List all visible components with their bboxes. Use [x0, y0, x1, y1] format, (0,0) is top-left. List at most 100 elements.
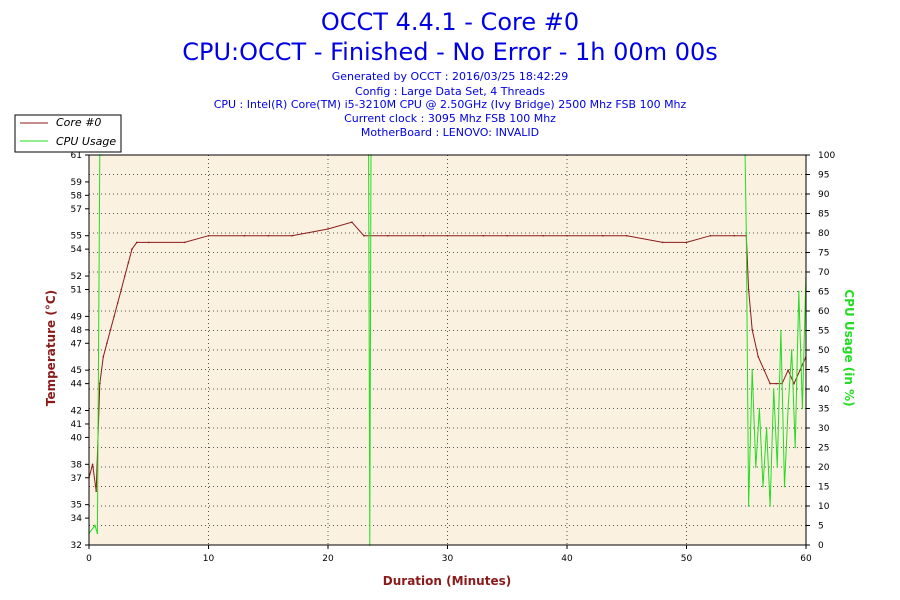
y-left-tick-label: 41 — [71, 420, 82, 430]
point-core0 — [793, 382, 795, 385]
point-cpu-usage — [96, 532, 99, 535]
grid — [89, 155, 806, 545]
x-tick-label: 10 — [203, 554, 215, 564]
y-right-tick-label: 25 — [818, 444, 829, 454]
point-cpu-usage — [745, 232, 748, 234]
y-right-tick-label: 40 — [818, 385, 830, 395]
y-axis-left-title: Temperature (°C) — [44, 290, 58, 406]
y-right-tick-label: 5 — [818, 522, 824, 532]
y-left-tick-label: 32 — [71, 541, 82, 551]
y-left-tick-label: 54 — [71, 245, 83, 255]
y-left-tick-label: 47 — [71, 339, 82, 349]
point-core0 — [363, 234, 365, 237]
info-cpu: CPU : Intel(R) Core(TM) i5-3210M CPU @ 2… — [214, 98, 687, 111]
point-core0 — [109, 329, 112, 331]
point-core0 — [99, 382, 101, 385]
point-cpu-usage — [801, 407, 804, 410]
point-core0 — [351, 221, 353, 223]
point-core0 — [243, 234, 246, 237]
point-cpu-usage — [758, 407, 761, 410]
y-right-tick-label: 70 — [818, 268, 830, 278]
x-tick-label: 20 — [322, 554, 334, 564]
point-core0 — [91, 463, 94, 466]
point-cpu-usage — [780, 329, 782, 332]
info-generated: Generated by OCCT : 2016/03/25 18:42:29 — [332, 70, 569, 83]
y-right-tick-label: 45 — [818, 366, 829, 376]
y-left-tick-label: 57 — [71, 205, 82, 215]
point-cpu-usage — [772, 388, 775, 390]
point-core0 — [685, 241, 688, 244]
x-axis-title: Duration (Minutes) — [383, 574, 511, 588]
point-core0 — [387, 234, 389, 237]
y-right-tick-label: 65 — [818, 288, 829, 298]
y-right-tick-label: 30 — [818, 424, 830, 434]
point-cpu-usage — [790, 349, 793, 351]
y-right-tick-label: 85 — [818, 210, 829, 220]
point-core0 — [207, 234, 210, 237]
point-core0 — [602, 234, 604, 237]
y-right-tick-label: 60 — [818, 307, 830, 317]
info-config: Config : Large Data Set, 4 Threads — [355, 85, 545, 98]
legend: Core #0 CPU Usage — [14, 114, 122, 153]
x-tick-label: 0 — [86, 554, 92, 564]
y-left-tick-label: 52 — [71, 272, 82, 282]
point-cpu-usage — [798, 290, 800, 293]
point-core0 — [733, 234, 736, 237]
y-right-tick-label: 55 — [818, 327, 829, 337]
point-core0 — [120, 288, 123, 291]
series-line-core0 — [89, 221, 806, 492]
point-core0 — [124, 275, 126, 277]
point-core0 — [542, 234, 544, 237]
y-left-tick-label: 42 — [71, 407, 82, 417]
point-core0 — [131, 248, 133, 250]
legend-box — [14, 114, 122, 153]
point-core0 — [626, 234, 628, 237]
plot-area — [89, 155, 806, 545]
y-left-tick-label: 35 — [71, 501, 82, 511]
point-core0 — [661, 241, 664, 244]
y-left-tick-label: 37 — [71, 474, 82, 484]
y-right-tick-label: 0 — [818, 541, 824, 551]
y-left-tick-label: 44 — [71, 380, 83, 390]
y-right-tick-label: 10 — [818, 502, 830, 512]
point-cpu-usage — [94, 524, 96, 527]
y-axis-right-title: CPU Usage (in %) — [842, 289, 856, 406]
point-cpu-usage — [783, 485, 786, 488]
x-tick-label: 60 — [800, 554, 812, 564]
point-core0 — [446, 234, 449, 237]
axes: 0 10 20 30 40 50 60323435373840414244454748495… — [71, 151, 836, 564]
info-clock: Current clock : 3095 Mhz FSB 100 Mhz — [344, 112, 556, 125]
y-right-tick-label: 80 — [818, 229, 830, 239]
chart-title: OCCT 4.4.1 - Core #0 — [321, 8, 579, 36]
point-cpu-usage — [787, 407, 789, 410]
point-core0 — [127, 261, 130, 264]
point-core0 — [775, 382, 777, 385]
y-right-tick-label: 75 — [818, 249, 829, 259]
y-left-tick-label: 34 — [71, 514, 83, 524]
y-right-tick-label: 35 — [818, 405, 829, 415]
point-core0 — [422, 234, 425, 237]
point-core0 — [751, 329, 753, 331]
point-core0 — [787, 369, 789, 372]
y-left-tick-label: 48 — [71, 326, 83, 336]
info-motherboard: MotherBoard : LENOVO: INVALID — [361, 126, 539, 139]
y-right-tick-label: 90 — [818, 190, 830, 200]
y-left-tick-label: 40 — [71, 433, 83, 443]
point-core0 — [148, 241, 150, 244]
y-left-tick-label: 59 — [71, 178, 83, 188]
x-tick-label: 40 — [561, 554, 573, 564]
point-core0 — [102, 355, 105, 358]
y-left-tick-label: 49 — [71, 312, 83, 322]
point-cpu-usage — [762, 485, 764, 488]
point-core0 — [709, 234, 712, 237]
y-right-tick-label: 100 — [818, 151, 835, 161]
point-core0 — [506, 234, 509, 237]
x-tick-label: 30 — [442, 554, 454, 564]
point-cpu-usage — [794, 446, 796, 449]
y-left-tick-label: 45 — [71, 366, 82, 376]
y-right-tick-label: 50 — [818, 346, 830, 356]
point-cpu-usage — [751, 368, 753, 371]
point-core0 — [747, 288, 750, 291]
point-cpu-usage — [755, 466, 757, 468]
y-left-tick-label: 58 — [71, 191, 83, 201]
